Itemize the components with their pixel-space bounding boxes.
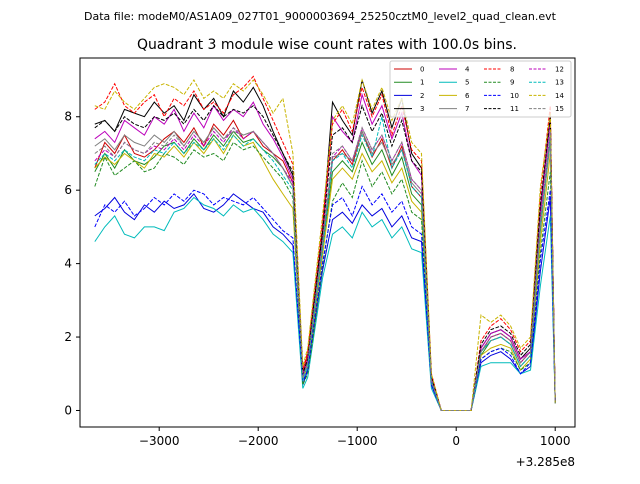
axis-ticks: −3000 −2000 −1000 0 1000 0 2 4 6 8 [64,110,570,448]
legend-label: 15 [555,105,564,113]
y-tick-label: 6 [64,183,72,197]
series-line-10 [94,185,556,411]
suptitle: Data file: modeM0/AS1A09_027T01_90000036… [84,10,557,23]
legend-box [389,60,572,118]
legend-label: 3 [420,105,424,113]
series-lines [94,75,556,411]
series-line-15 [94,126,556,411]
plot-frame [79,57,576,428]
y-tick-label: 8 [64,110,72,124]
legend-label: 0 [420,66,424,74]
legend-label: 7 [465,105,469,113]
legend-label: 1 [420,79,424,87]
legend-label: 12 [555,66,564,74]
x-tick-label: −1000 [337,434,378,448]
series-line-8 [94,75,556,411]
x-offset-label: +3.285e8 [516,455,575,469]
series-line-6 [94,134,556,411]
x-tick-label: −2000 [238,434,279,448]
legend-label: 4 [465,66,470,74]
y-tick-label: 0 [64,403,72,417]
series-line-13 [94,116,556,411]
legend-label: 5 [465,79,469,87]
series-line-11 [94,104,556,411]
legend-label: 8 [510,66,514,74]
legend-label: 2 [420,92,424,100]
x-tick-label: 0 [452,434,460,448]
legend-label: 14 [555,92,564,100]
x-tick-label: 1000 [540,434,571,448]
y-tick-label: 4 [64,257,72,271]
series-line-5 [94,196,556,411]
legend-label: 9 [510,79,514,87]
chart-title: Quadrant 3 module wise count rates with … [137,37,517,53]
x-tick-label: −3000 [139,434,180,448]
legend-label: 11 [510,105,519,113]
legend-label: 6 [465,92,470,100]
legend-label: 13 [555,79,564,87]
y-tick-label: 2 [64,330,72,344]
series-line-14 [94,78,556,411]
legend-label: 10 [510,92,519,100]
